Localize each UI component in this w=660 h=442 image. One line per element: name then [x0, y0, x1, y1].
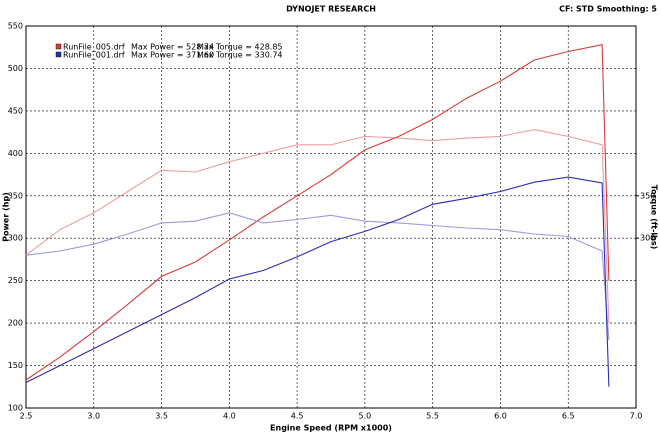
legend-name: RunFile_005.drf: [63, 43, 125, 52]
settings-label: CF: STD Smoothing: 5: [559, 5, 657, 14]
x-axis-label: Engine Speed (RPM x1000): [270, 424, 392, 433]
x-tick-label: 4.0: [223, 412, 236, 421]
y-tick-label: 500: [8, 64, 23, 73]
y-tick-label: 100: [8, 404, 23, 413]
y-tick-label: 150: [8, 361, 23, 370]
torque-line: [25, 212, 610, 341]
power-line: [25, 176, 610, 387]
x-tick-label: 6.5: [562, 412, 575, 421]
x-tick-label: 2.5: [20, 412, 33, 421]
x-tick-label: 7.0: [630, 412, 643, 421]
y-tick-label: 300: [8, 234, 23, 243]
x-tick-label: 5.5: [426, 412, 439, 421]
x-tick-label: 5.0: [359, 412, 372, 421]
legend-torque: Max Torque = 428.85: [197, 43, 283, 52]
legend-power: Max Power = 371.60: [131, 51, 214, 60]
y-axis-label: Power (hp): [2, 192, 11, 242]
power-line: [25, 44, 610, 381]
y-tick-label: 450: [8, 106, 23, 115]
x-tick-label: 4.5: [291, 412, 304, 421]
x-tick-label: 3.5: [155, 412, 168, 421]
chart-title: DYNOJET RESEARCH: [286, 5, 376, 14]
y-tick-label: 200: [8, 319, 23, 328]
y-tick-label: 350: [8, 191, 23, 200]
plot-frame: [25, 25, 637, 409]
legend-swatch: [55, 51, 62, 58]
y-tick-label: 550: [8, 22, 23, 31]
y2-tick-label: 350: [640, 191, 655, 200]
x-tick-label: 6.0: [494, 412, 507, 421]
legend-torque: Max Torque = 330.74: [197, 51, 283, 60]
y2-tick-label: 300: [640, 234, 655, 243]
y-tick-label: 400: [8, 149, 23, 158]
legend-swatch: [55, 43, 62, 50]
y-tick-label: 250: [8, 276, 23, 285]
x-tick-label: 3.0: [87, 412, 100, 421]
torque-line: [25, 129, 610, 324]
y2-axis-label: Torque (ft-lbs): [650, 185, 659, 250]
legend-name: RunFile_001.drf: [63, 51, 125, 60]
legend-power: Max Power = 528.74: [131, 43, 214, 52]
